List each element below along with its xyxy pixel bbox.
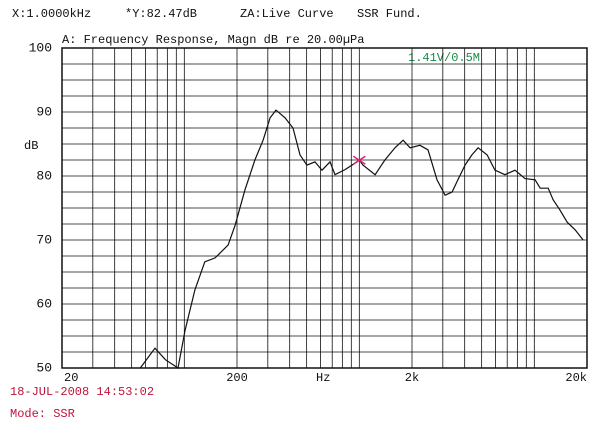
y-tick-label: 80 — [36, 168, 52, 183]
readout: *Y:82.47dB — [125, 7, 197, 21]
annotation: 1.41V/0.5M — [408, 51, 480, 65]
y-tick-label: 70 — [36, 232, 52, 247]
y-tick-label: 100 — [29, 40, 52, 55]
x-tick-label: 200 — [226, 371, 248, 385]
x-tick-label: 2k — [405, 371, 419, 385]
mode: Mode: SSR — [10, 407, 75, 421]
y-tick-label: 50 — [36, 360, 52, 375]
readout: SSR Fund. — [357, 7, 422, 21]
y-axis-label: dB — [24, 139, 38, 153]
readout: ZA:Live Curve — [240, 7, 334, 21]
x-axis-label: Hz — [316, 371, 330, 385]
cursor-marker — [352, 155, 366, 165]
readout: X:1.0000kHz — [12, 7, 91, 21]
chart-title: A: Frequency Response, Magn dB re 20.00µ… — [62, 33, 364, 47]
x-tick-label: 20 — [64, 371, 78, 385]
curve — [139, 109, 584, 369]
y-tick-label: 60 — [36, 296, 52, 311]
x-tick-label: 20k — [565, 371, 587, 385]
y-tick-label: 90 — [36, 104, 52, 119]
timestamp: 18-JUL-2008 14:53:02 — [10, 385, 154, 399]
